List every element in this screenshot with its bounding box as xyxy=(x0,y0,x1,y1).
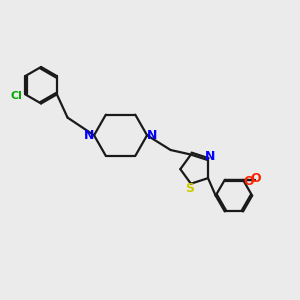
Text: O: O xyxy=(251,172,262,185)
Text: N: N xyxy=(147,129,158,142)
Text: N: N xyxy=(205,150,215,163)
Text: N: N xyxy=(84,129,94,142)
Text: O: O xyxy=(244,175,254,188)
Text: Cl: Cl xyxy=(11,91,22,101)
Text: S: S xyxy=(185,182,194,195)
